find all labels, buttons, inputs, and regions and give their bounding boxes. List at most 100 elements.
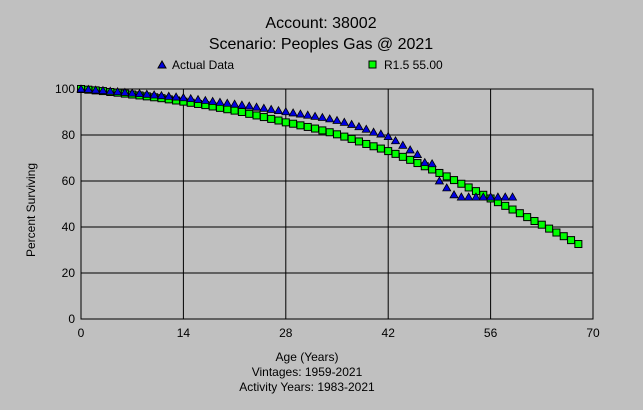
actual-point (471, 192, 481, 201)
actual-point (324, 114, 335, 123)
activity-years-note: Activity Years: 1983-2021 (239, 380, 375, 394)
fit-point (574, 240, 583, 249)
tick-labels: 0 14 28 42 56 70 0 20 40 60 80 100 (55, 82, 600, 340)
legend-marker-actual (157, 59, 167, 69)
actual-point (398, 140, 408, 149)
actual-point (259, 103, 269, 112)
actual-point (485, 192, 496, 201)
actual-point (98, 85, 108, 95)
chart-subtitle: Scenario: Peoples Gas @ 2021 (209, 36, 433, 53)
fit-point (318, 126, 327, 135)
actual-point (266, 104, 276, 113)
fit-point (237, 108, 246, 116)
y-tick-label: 20 (62, 266, 76, 280)
actual-point (354, 121, 364, 131)
fit-point (347, 134, 356, 143)
actual-point (449, 189, 459, 199)
actual-point (193, 94, 203, 103)
fit-point (354, 137, 363, 146)
fit-point (435, 168, 444, 177)
fit-point (303, 122, 312, 131)
x-tick-label: 70 (586, 326, 600, 340)
actual-point (127, 88, 137, 97)
actual-point (76, 84, 86, 93)
fit-point (340, 132, 349, 141)
fit-point (501, 201, 510, 210)
fit-point (333, 130, 341, 139)
data-marks (76, 84, 583, 249)
actual-point (442, 183, 452, 192)
fit-point (223, 105, 232, 114)
actual-point (120, 87, 130, 96)
fit-point (245, 109, 254, 118)
actual-point (507, 192, 518, 201)
x-tick-label: 14 (177, 326, 191, 340)
fit-point (464, 183, 473, 192)
actual-point (222, 98, 232, 107)
actual-point (288, 108, 298, 117)
actual-point (229, 99, 240, 108)
fit-point (384, 147, 393, 156)
actual-point (156, 90, 167, 100)
actual-point (83, 84, 94, 93)
actual-point (456, 192, 467, 201)
actual-point (412, 149, 423, 158)
fit-point (515, 209, 524, 218)
actual-point (376, 129, 386, 138)
fit-point (311, 124, 320, 133)
x-tick-label: 56 (484, 326, 498, 340)
x-axis-label: Age (Years) (276, 350, 339, 364)
fit-point (450, 176, 459, 185)
actual-point (383, 131, 393, 141)
chart-title: Account: 38002 (265, 15, 376, 32)
y-axis-label: Percent Surviving (24, 163, 38, 257)
actual-point (310, 111, 320, 120)
y-tick-label: 80 (62, 128, 76, 142)
actual-point (105, 86, 115, 95)
fit-point (508, 205, 517, 214)
actual-point (493, 192, 503, 201)
actual-point (361, 124, 371, 133)
actual-point (171, 92, 181, 101)
plot-border (80, 88, 594, 320)
fit-point (559, 232, 568, 241)
actual-point (186, 93, 196, 103)
fit-point (376, 144, 385, 153)
fit-point (281, 118, 290, 127)
x-tick-label: 42 (382, 326, 396, 340)
actual-point (237, 100, 247, 109)
fit-point (289, 119, 298, 128)
fit-point (545, 224, 554, 233)
fit-point (406, 155, 415, 164)
fit-point (230, 106, 239, 115)
legend-marker-fit (368, 60, 377, 69)
vintages-note: Vintages: 1959-2021 (252, 365, 363, 379)
y-tick-label: 40 (62, 220, 76, 234)
fit-point (530, 217, 539, 226)
actual-point (207, 96, 218, 105)
fit-point (552, 228, 561, 237)
actual-point (149, 90, 159, 99)
fit-point (369, 142, 378, 151)
fit-point (259, 113, 268, 122)
actual-point (427, 158, 437, 168)
fit-point (296, 121, 305, 130)
actual-point (368, 127, 379, 136)
actual-point (303, 110, 313, 119)
fit-point (391, 149, 400, 158)
actual-point (251, 102, 262, 111)
actual-point (273, 105, 284, 115)
actual-point (178, 92, 189, 102)
legend-label-actual: Actual Data (172, 58, 234, 72)
fit-point (567, 236, 576, 245)
actual-point (281, 106, 291, 116)
actual-point (346, 119, 357, 128)
grid (80, 88, 594, 320)
fit-point (457, 179, 466, 188)
actual-point (463, 192, 474, 201)
actual-point (500, 192, 510, 201)
x-tick-label: 28 (279, 326, 293, 340)
actual-point (420, 157, 430, 167)
x-tick-label: 0 (78, 326, 85, 340)
